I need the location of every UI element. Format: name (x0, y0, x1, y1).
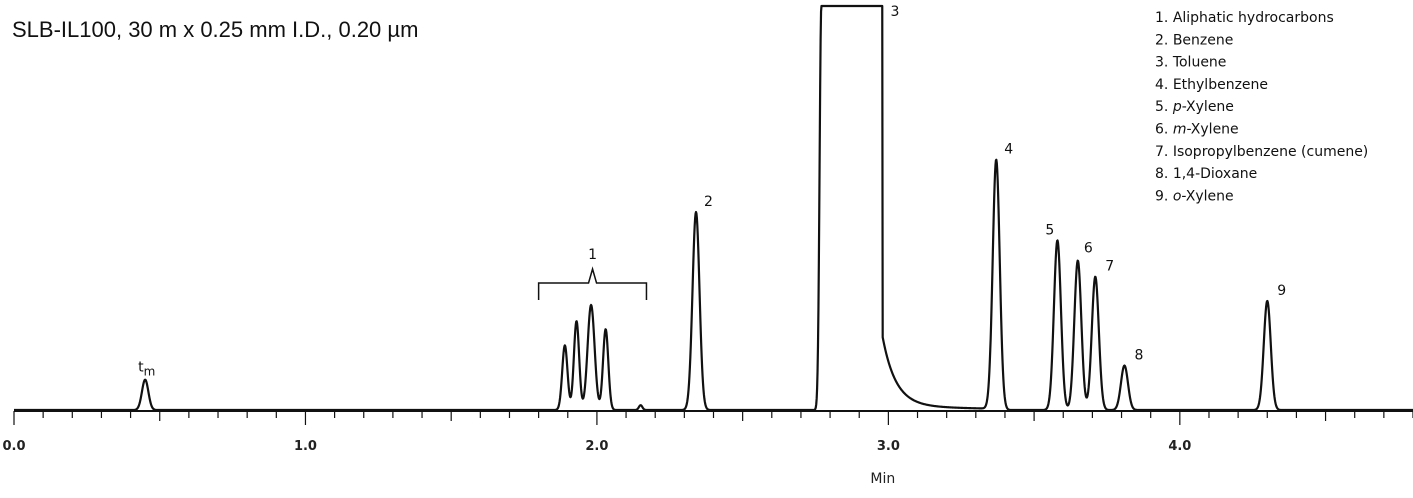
legend-item: 6. m-Xylene (1155, 122, 1239, 138)
legend-item: 1. Aliphatic hydrocarbons (1155, 10, 1334, 26)
legend-item: 5. p-Xylene (1155, 99, 1234, 115)
x-axis-title: Min (870, 471, 895, 487)
legend-item: 4. Ethylbenzene (1155, 77, 1268, 93)
peak-label-4: 4 (1004, 142, 1013, 158)
legend-item: 2. Benzene (1155, 32, 1233, 48)
peak-label-1: 1 (588, 247, 597, 263)
peak-labels: tm 1 2 3 4 5 67 8 9 (138, 4, 1286, 379)
chart-title: SLB-IL100, 30 m x 0.25 mm I.D., 0.20 µm (12, 17, 418, 42)
peak-label-2: 2 (704, 194, 713, 210)
legend-item: 7. Isopropylbenzene (cumene) (1155, 144, 1368, 160)
x-tick-label: 3.0 (877, 439, 900, 454)
legend: 1. Aliphatic hydrocarbons 2. Benzene 3. To… (1155, 10, 1368, 204)
x-tick-label: 4.0 (1168, 439, 1191, 454)
legend-item: 8. 1,4-Dioxane (1155, 166, 1257, 182)
peak-label-6: 6 (1084, 241, 1093, 257)
peak-label-9: 9 (1277, 283, 1286, 299)
peak-label-8: 8 (1134, 348, 1143, 364)
x-tick-label: 0.0 (2, 439, 25, 454)
legend-item: 3. Toluene (1155, 55, 1226, 71)
peak-label-3: 3 (891, 4, 900, 20)
peak-1-bracket (537, 266, 648, 300)
x-tick-label: 2.0 (585, 439, 608, 454)
legend-item: 9. o-Xylene (1155, 188, 1234, 204)
peak-label-5: 5 (1045, 222, 1054, 238)
x-axis-ticks: 0.0 1.0 2.0 3.0 4.0 (2, 411, 1413, 454)
peak-label-tm: tm (138, 360, 155, 379)
peak-label-7: 7 (1105, 259, 1114, 275)
x-tick-label: 1.0 (294, 439, 317, 454)
